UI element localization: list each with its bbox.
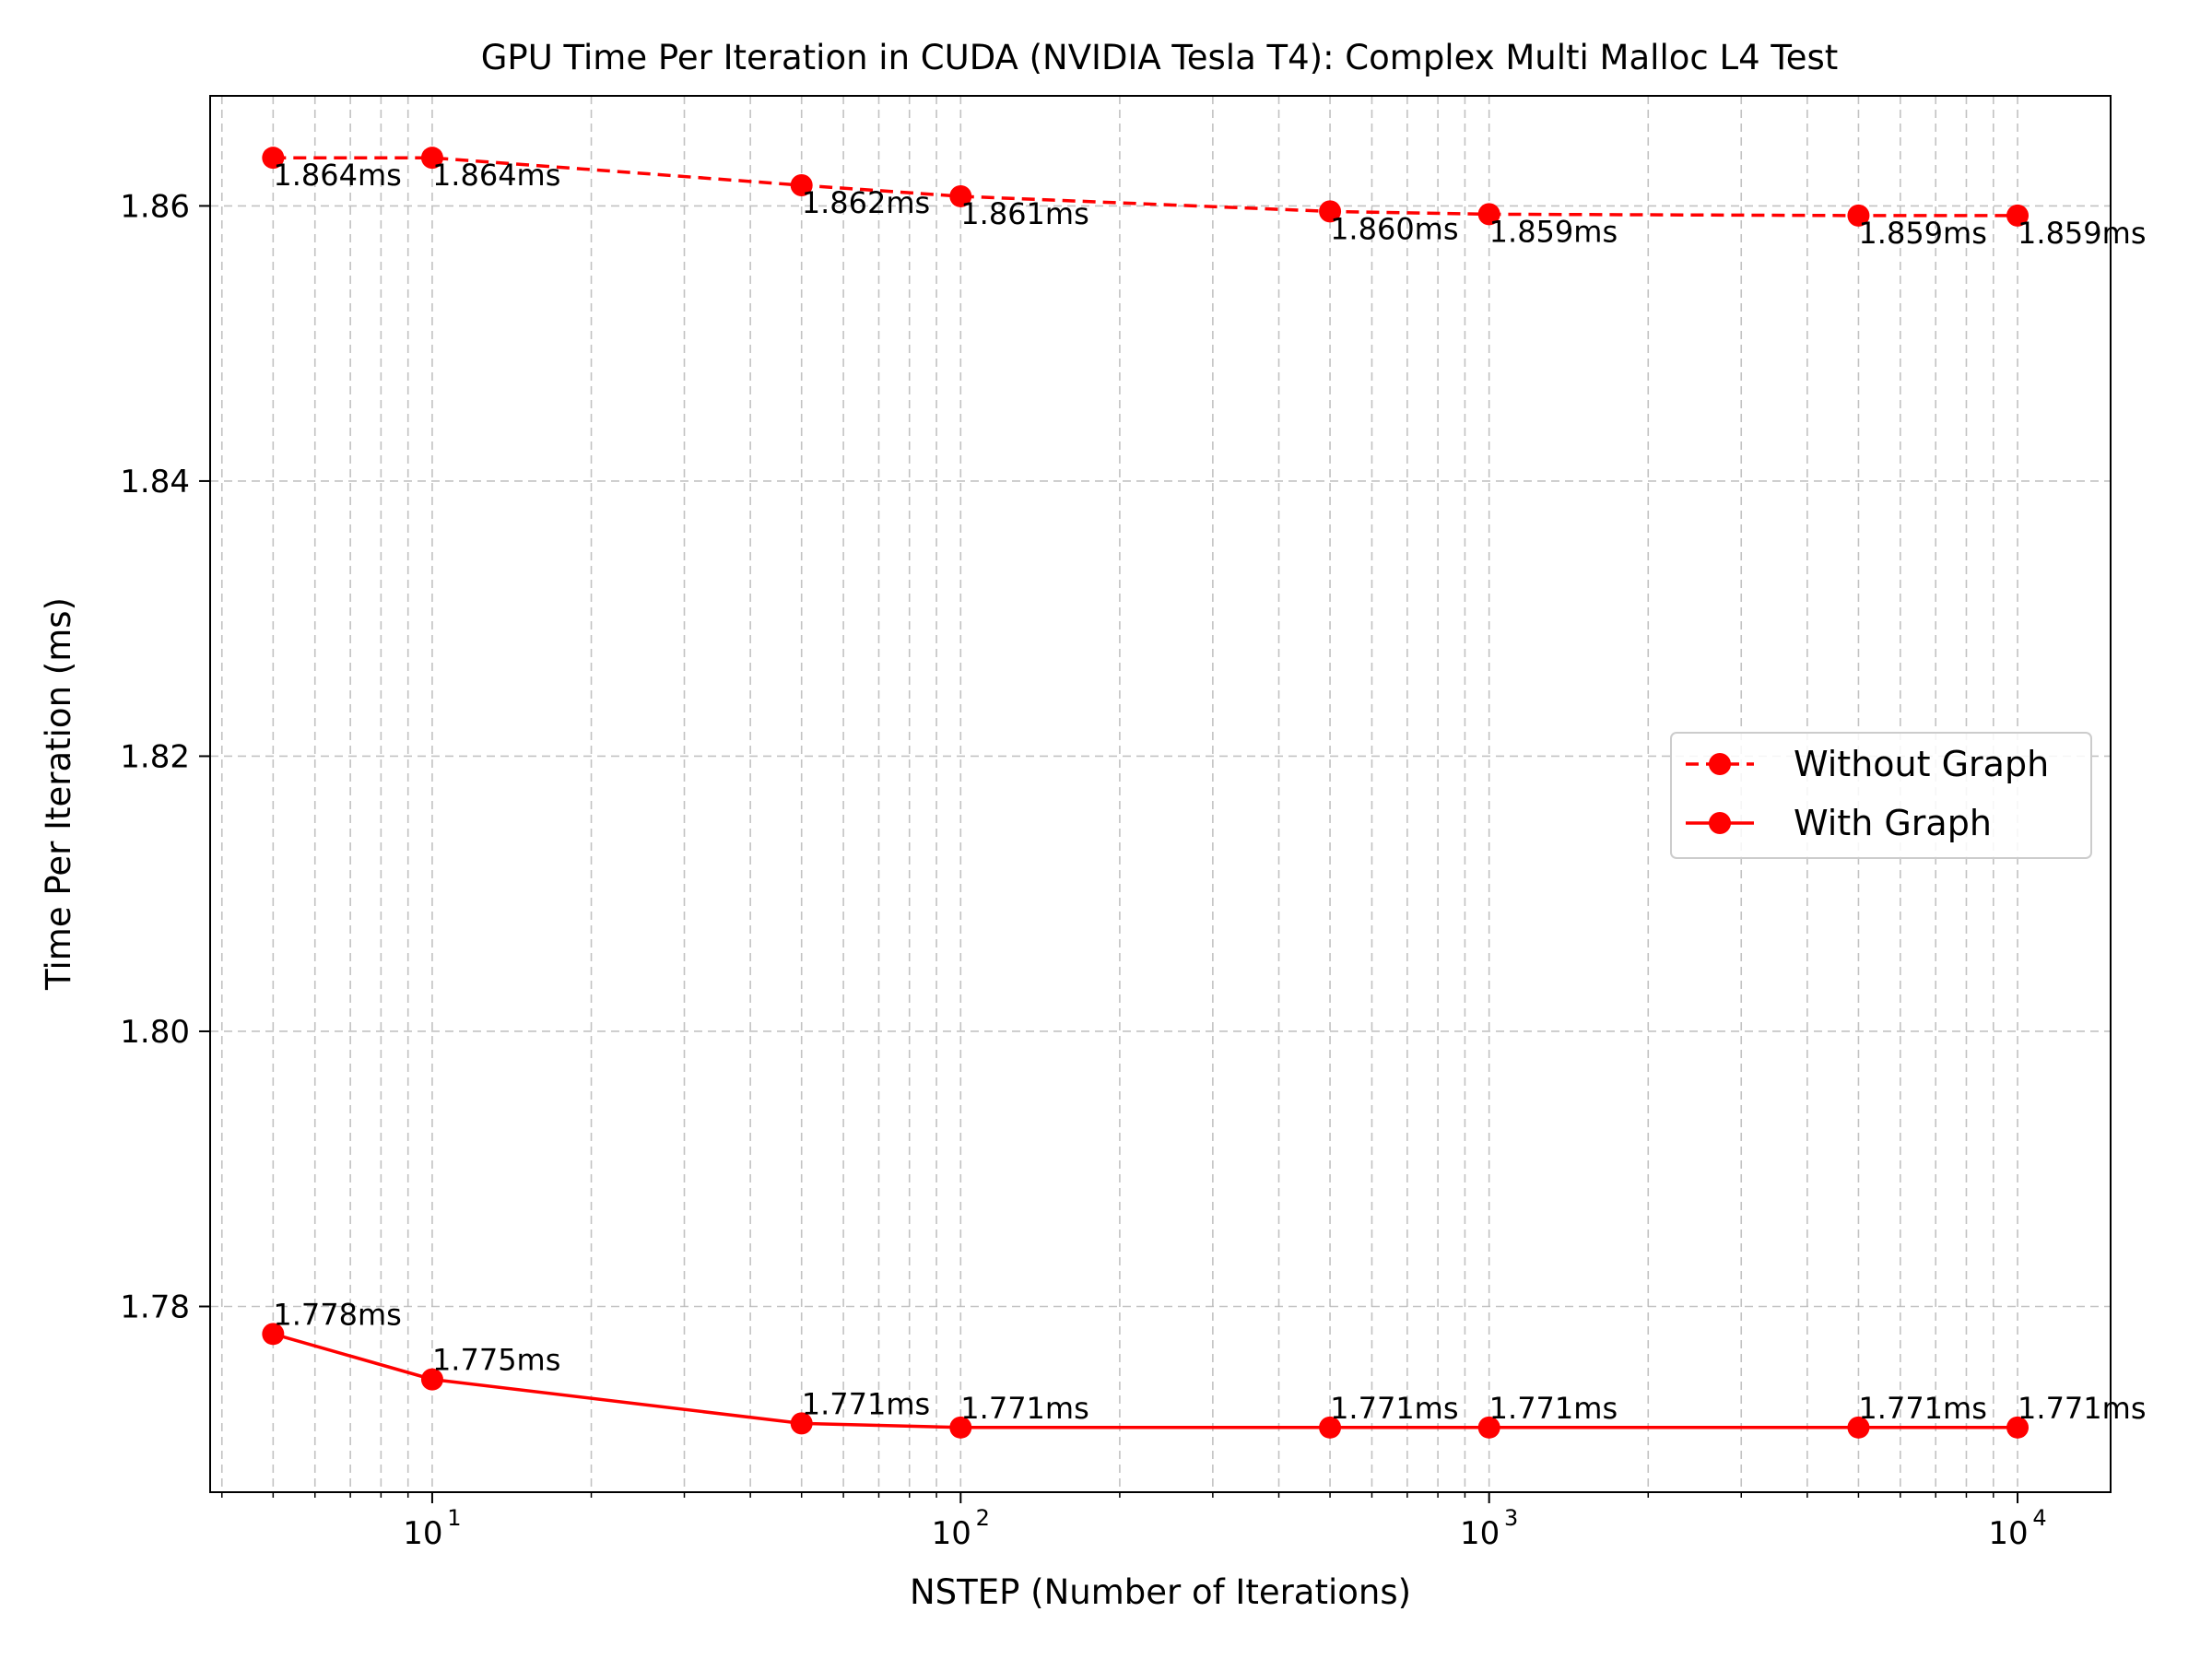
data-label: 1.771ms	[1489, 1391, 1618, 1426]
x-tick-exponent: 2	[976, 1505, 990, 1531]
data-label: 1.861ms	[960, 196, 1088, 231]
data-labels: 1.864ms 1.864ms 1.862ms 1.861ms 1.860ms 1.859…	[273, 158, 2146, 1426]
legend-entry-label: With Graph	[1794, 803, 1992, 843]
x-tick-label: 10	[1988, 1515, 2028, 1552]
series-layer	[262, 147, 2030, 1439]
data-label: 1.859ms	[2018, 216, 2146, 251]
data-label: 1.862ms	[802, 185, 930, 220]
data-point	[1319, 200, 1342, 223]
data-label: 1.859ms	[1858, 216, 1986, 251]
data-label: 1.771ms	[1330, 1391, 1458, 1426]
legend-marker	[1709, 812, 1731, 834]
data-point	[2006, 204, 2030, 227]
data-point	[949, 1416, 972, 1439]
plot-frame	[209, 95, 2112, 1493]
y-tick-label: 1.82	[120, 738, 190, 775]
y-tick-label: 1.86	[120, 188, 190, 225]
data-point	[262, 1323, 285, 1346]
data-point	[790, 1412, 813, 1435]
data-label: 1.771ms	[960, 1391, 1088, 1426]
x-tick-label: 10	[403, 1515, 442, 1552]
data-label: 1.778ms	[273, 1297, 401, 1332]
data-label: 1.864ms	[273, 158, 401, 193]
legend-entry-label: Without Graph	[1794, 744, 2049, 784]
data-label: 1.860ms	[1330, 211, 1458, 246]
legend: Without Graph With Graph	[1670, 732, 2092, 859]
data-label: 1.864ms	[432, 158, 560, 193]
chart-title: GPU Time Per Iteration in CUDA (NVIDIA T…	[481, 38, 1839, 77]
data-point	[1847, 1416, 1870, 1439]
data-point	[420, 147, 443, 170]
x-tick-exponent: 3	[1504, 1505, 1518, 1531]
x-tick-exponent: 4	[2032, 1505, 2046, 1531]
data-point	[1477, 203, 1500, 226]
data-point	[420, 1368, 443, 1391]
x-axis-label: NSTEP (Number of Iterations)	[910, 1572, 1411, 1612]
series-line-1	[273, 156, 2018, 218]
data-point	[949, 184, 972, 207]
data-point	[1477, 1416, 1500, 1439]
data-point	[262, 147, 285, 170]
y-tick-label: 1.84	[120, 464, 190, 500]
x-tick-exponent: 1	[447, 1505, 461, 1531]
y-tick-label: 1.80	[120, 1014, 190, 1051]
data-label: 1.859ms	[1489, 214, 1618, 249]
x-tick-label: 10	[932, 1515, 971, 1552]
data-label: 1.771ms	[802, 1386, 930, 1421]
y-tick-label: 1.78	[120, 1288, 190, 1325]
data-point	[1847, 204, 1870, 227]
legend-box	[1670, 732, 2092, 859]
data-point	[790, 174, 813, 197]
series-line-2	[272, 1332, 2018, 1430]
data-point	[2006, 1416, 2030, 1439]
data-label: 1.771ms	[2018, 1391, 2146, 1426]
data-label: 1.771ms	[1858, 1391, 1986, 1426]
y-axis-label: Time Per Iteration (ms)	[39, 597, 78, 991]
data-point	[1319, 1416, 1342, 1439]
legend-marker	[1709, 753, 1731, 775]
x-tick-label: 10	[1460, 1515, 1500, 1552]
data-label: 1.775ms	[432, 1343, 560, 1378]
